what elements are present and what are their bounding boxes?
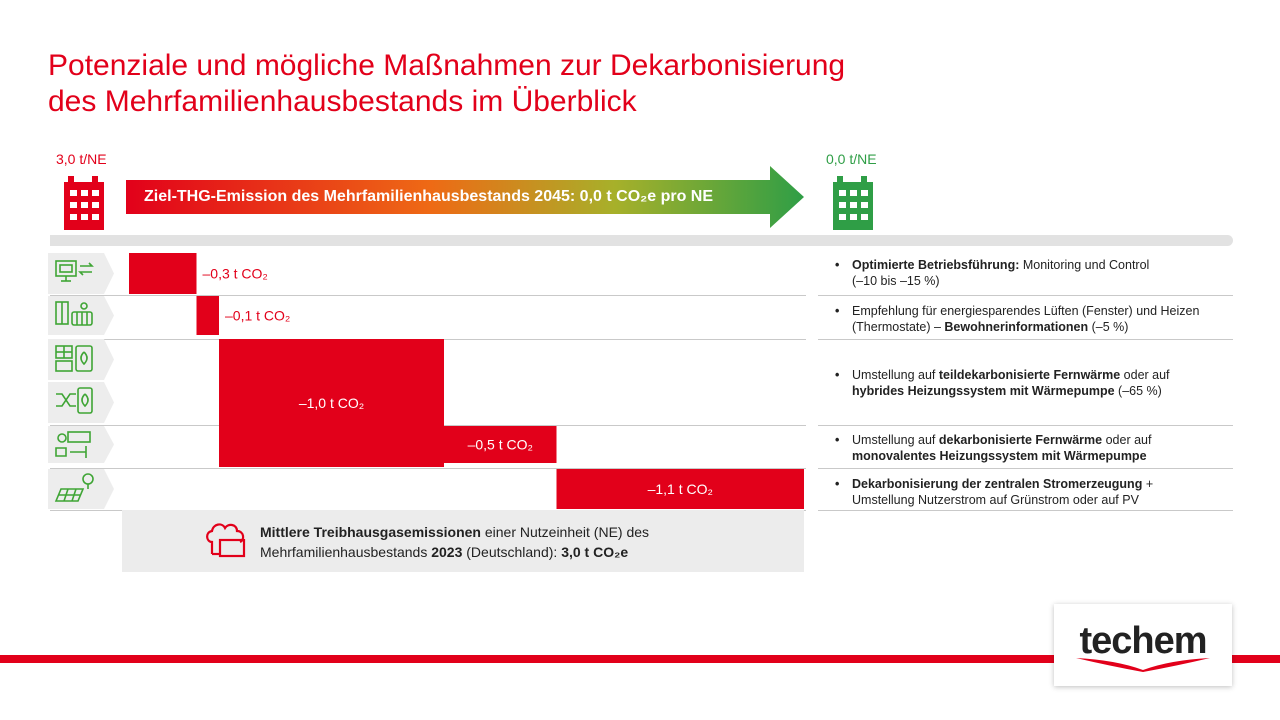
waterfall-bar — [196, 296, 219, 335]
row-divider — [818, 468, 1233, 469]
text-segment: Monitoring und Control — [1019, 258, 1150, 272]
row-divider — [818, 425, 1233, 426]
title-line-2: des Mehrfamilienhausbestands im Überblic… — [48, 85, 637, 118]
bold-text: monovalentes Heizungssystem mit Wärmepum… — [852, 449, 1147, 463]
hybrid-switch-icon — [48, 382, 114, 423]
row-divider — [50, 295, 806, 296]
row-divider — [818, 295, 1233, 296]
separator-band — [50, 235, 1233, 246]
bold-text: Dekarbonisierung der zentralen Stromerze… — [852, 477, 1143, 491]
measure-text: Umstellung auf teildekarbonisierte Fernw… — [852, 367, 1235, 399]
text-segment: Umstellung auf — [852, 433, 939, 447]
text-segment: (–5 %) — [1088, 320, 1129, 334]
target-arrow-text: Ziel-THG-Emission des Mehrfamilienhausbe… — [144, 188, 714, 205]
bar-value-label: –0,1 t CO₂ — [225, 308, 290, 324]
page-title: Potenziale und mögliche Maßnahmen zur De… — [48, 48, 1048, 120]
text-segment: Umstellung Nutzerstrom auf Grünstrom ode… — [852, 493, 1139, 507]
text-segment: (Thermostate) – — [852, 320, 945, 334]
measure-item: • Umstellung auf dekarbonisierte Fernwärm… — [835, 432, 1235, 464]
measure-item: • Umstellung auf teildekarbonisierte Fern… — [835, 367, 1235, 399]
measure-text: Optimierte Betriebsführung: Monitoring u… — [852, 257, 1235, 289]
techem-logo: techem — [1054, 604, 1232, 686]
bold-text: Bewohnerinformationen — [944, 320, 1089, 334]
bullet: • — [835, 304, 840, 318]
waterfall-chart: –0,3 t CO₂ –0,1 t CO₂ –1,0 t CO₂ –0,5 t CO₂… — [129, 253, 804, 509]
text-segment: (Deutschland): — [462, 544, 562, 560]
start-value-label: 3,0 t/NE — [56, 151, 107, 167]
bar-value-label: –1,0 t CO₂ — [299, 395, 364, 411]
title-line-1: Potenziale und mögliche Maßnahmen zur De… — [48, 49, 846, 82]
text-segment: Empfehlung für energiesparendes Lüften (… — [852, 304, 1200, 318]
solar-heating-icon — [48, 339, 114, 380]
end-value-label: 0,0 t/NE — [826, 151, 877, 167]
thermostat-radiator-icon — [48, 296, 114, 335]
bullet: • — [835, 368, 840, 382]
row-divider — [818, 510, 1233, 511]
bold-text: dekarbonisierte Fernwärme — [938, 433, 1103, 447]
logo-wordmark: techem — [1079, 620, 1207, 662]
bar-value-label: –0,5 t CO₂ — [468, 437, 533, 453]
text-segment: oder auf — [1120, 368, 1170, 382]
monitoring-icon — [48, 253, 114, 294]
bold-text: 3,0 t CO₂e — [561, 544, 629, 560]
measure-text: Umstellung auf dekarbonisierte Fernwärme… — [852, 432, 1235, 464]
district-heat-pump-icon — [48, 426, 114, 463]
bar-value-label: –1,1 t CO₂ — [648, 481, 713, 497]
text-segment: einer Nutzeinheit (NE) des — [480, 524, 650, 540]
waterfall-bar — [556, 469, 804, 509]
bar-value-label: –0,3 t CO₂ — [203, 266, 268, 282]
logo-swoosh-icon — [1076, 658, 1210, 672]
waterfall-bar — [444, 426, 557, 463]
bullet: • — [835, 433, 840, 447]
row-divider — [50, 468, 806, 469]
text-segment: oder auf — [1102, 433, 1152, 447]
bold-text: teildekarbonisierte Fernwärme — [938, 368, 1121, 382]
bullet: • — [835, 477, 840, 491]
row-divider — [818, 339, 1233, 340]
bullet: • — [835, 258, 840, 272]
target-arrow — [126, 166, 804, 228]
measure-icons-column — [48, 253, 114, 509]
measure-item: • Optimierte Betriebsführung: Monitoring … — [835, 257, 1235, 289]
baseline-text: Mittlere Treibhausgasemissionen einer Nu… — [260, 522, 649, 562]
footer-red-line — [0, 655, 1280, 663]
text-segment: + — [1142, 477, 1154, 491]
bold-text: 2023 — [431, 544, 463, 560]
waterfall-bar — [219, 339, 444, 467]
green-building-icon — [833, 176, 873, 230]
solar-power-icon — [48, 469, 114, 509]
measure-text: Empfehlung für energiesparendes Lüften (… — [852, 303, 1235, 335]
red-building-icon — [64, 176, 104, 230]
text-segment: (–10 bis –15 %) — [852, 274, 940, 288]
text-segment: Mehrfamilienhausbestands — [260, 544, 432, 560]
text-segment: (–65 %) — [1114, 384, 1162, 398]
text-segment: Umstellung auf — [852, 368, 939, 382]
bold-text: hybrides Heizungssystem mit Wärmepumpe — [852, 384, 1115, 398]
measure-item: • Dekarbonisierung der zentralen Stromerz… — [835, 476, 1235, 508]
measure-text: Dekarbonisierung der zentralen Stromerze… — [852, 476, 1235, 508]
measure-item: • Empfehlung für energiesparendes Lüften … — [835, 303, 1235, 335]
emission-cloud-icon — [206, 523, 246, 558]
waterfall-bar — [129, 253, 197, 294]
bold-text: Optimierte Betriebsführung: — [852, 258, 1020, 272]
bold-text: Mittlere Treibhausgasemissionen — [260, 524, 481, 540]
